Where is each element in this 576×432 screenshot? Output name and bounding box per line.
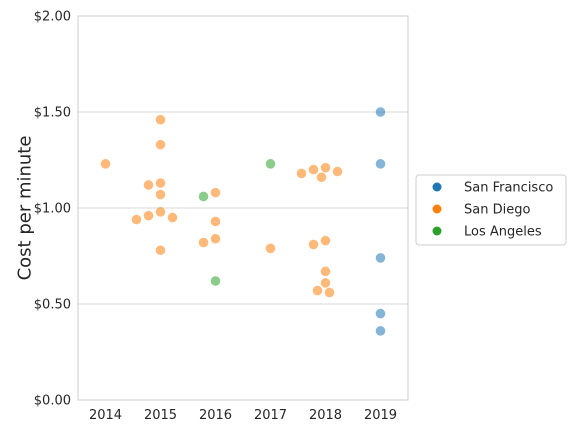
data-point	[198, 237, 209, 248]
data-point	[375, 107, 386, 117]
legend-marker	[432, 226, 442, 236]
y-tick-labels: $0.00 $0.50 $1.00 $1.50 $2.00	[34, 10, 71, 409]
y-tick-label: $0.50	[34, 298, 71, 313]
data-point	[265, 243, 276, 254]
data-point	[210, 216, 221, 227]
data-point	[155, 139, 166, 150]
data-point	[155, 189, 166, 200]
x-tick-label: 2019	[364, 408, 397, 423]
y-tick-label: $1.50	[34, 106, 71, 121]
data-point	[131, 214, 142, 225]
data-point	[320, 278, 331, 288]
data-point	[143, 210, 154, 221]
x-tick-label: 2015	[144, 408, 177, 423]
data-point	[155, 178, 166, 188]
y-tick-label: $0.00	[34, 394, 71, 409]
data-point	[210, 233, 221, 244]
y-tick-label: $2.00	[34, 10, 71, 25]
x-tick-label: 2016	[199, 408, 232, 423]
data-point	[308, 239, 319, 250]
legend-label: San Diego	[464, 203, 530, 218]
legend-marker	[432, 182, 442, 192]
legend-marker	[432, 204, 442, 214]
data-point	[375, 253, 386, 263]
legend-box	[415, 174, 567, 246]
data-point	[375, 326, 386, 336]
data-point	[375, 159, 386, 169]
x-tick-labels: 2014 2015 2016 2017 2018 2019	[89, 408, 397, 423]
data-point	[332, 166, 343, 177]
data-point	[296, 168, 307, 179]
data-point	[320, 162, 331, 173]
legend-label: San Francisco	[464, 181, 553, 196]
x-tick-label: 2018	[309, 408, 342, 423]
legend: San Francisco San Diego Los Angeles	[415, 174, 567, 246]
data-point	[210, 187, 221, 198]
data-point	[265, 159, 276, 169]
plot-frame	[77, 15, 409, 401]
x-tick-label: 2017	[254, 408, 287, 423]
legend-label: Los Angeles	[464, 225, 542, 240]
data-point	[375, 308, 386, 319]
data-point	[210, 276, 221, 286]
data-point	[167, 212, 178, 223]
data-point	[308, 164, 319, 175]
data-point	[320, 235, 331, 246]
data-point	[324, 287, 335, 298]
data-point	[143, 180, 154, 190]
data-point	[100, 159, 111, 169]
x-tick-label: 2014	[89, 408, 122, 423]
data-point	[312, 285, 323, 296]
y-tick-label: $1.00	[34, 202, 71, 217]
data-point	[316, 172, 327, 183]
data-point	[320, 266, 331, 277]
data-points	[100, 107, 386, 336]
y-axis-label: Cost per minute	[14, 136, 35, 281]
data-point	[198, 191, 209, 202]
data-point	[155, 207, 166, 217]
data-point	[155, 245, 166, 256]
data-point	[155, 114, 166, 125]
